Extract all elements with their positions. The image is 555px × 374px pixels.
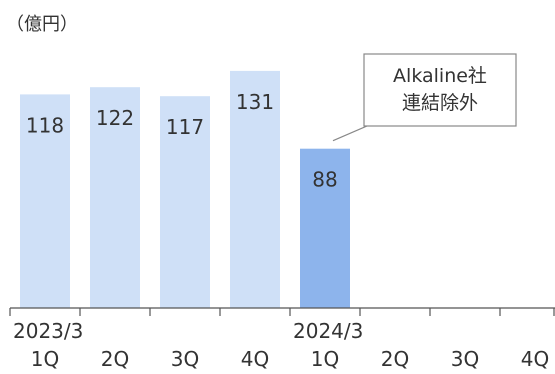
bars-layer <box>20 70 350 309</box>
x-axis: 1Q 2Q 3Q 4Q 1Q 2Q 3Q 4Q 2023/3 2024/3 <box>9 307 555 371</box>
data-label-4: 88 <box>312 168 337 192</box>
fiscal-year-label-0: 2023/3 <box>13 319 83 343</box>
x-tick-label-3: 4Q <box>241 347 269 371</box>
callout-line-1: 連結除外 <box>402 92 478 114</box>
data-labels-layer: 118 122 117 131 88 <box>26 90 338 192</box>
x-tick-label-7: 4Q <box>521 347 549 371</box>
data-label-3: 131 <box>236 90 274 114</box>
bar-2q-1 <box>90 87 140 308</box>
bar-3q-2 <box>160 96 210 308</box>
bar-4q-3 <box>230 70 280 309</box>
x-tick-label-5: 2Q <box>381 347 409 371</box>
data-label-1: 122 <box>96 106 134 130</box>
unit-label: （億円） <box>6 14 78 35</box>
fiscal-year-label-1: 2024/3 <box>293 319 363 343</box>
callout-line-0: Alkaline社 <box>393 65 487 87</box>
x-tick-label-0: 1Q <box>31 347 59 371</box>
x-tick-label-6: 3Q <box>451 347 479 371</box>
callout-leader-line <box>332 125 368 142</box>
bar-1q-4 <box>300 148 350 308</box>
bar-1q-0 <box>20 94 70 309</box>
x-tick-label-1: 2Q <box>101 347 129 371</box>
x-tick-label-4: 1Q <box>311 347 339 371</box>
data-label-0: 118 <box>26 113 64 137</box>
callout-box <box>363 53 517 127</box>
x-tick-label-2: 3Q <box>171 347 199 371</box>
data-label-2: 117 <box>166 115 204 139</box>
